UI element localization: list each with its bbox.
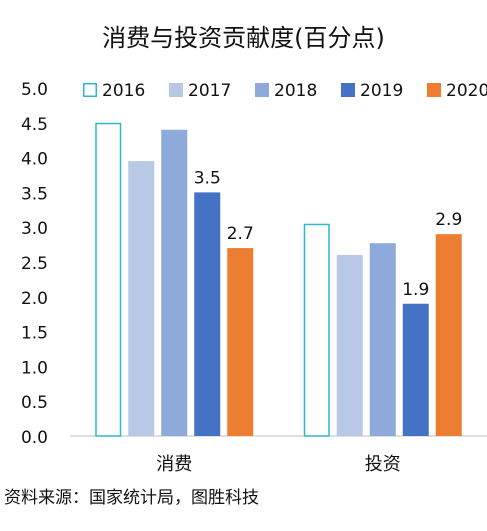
bar-2018-consumption (161, 129, 188, 436)
y-tick-label: 4.0 (21, 150, 48, 170)
bar-2017-investment (336, 255, 363, 436)
y-tick-label: 1.0 (21, 358, 48, 378)
y-tick-label: 3.0 (21, 219, 48, 239)
bar-2016-investment (303, 223, 330, 437)
data-label: 2.9 (435, 210, 462, 230)
bar-2020-investment (435, 234, 462, 436)
source-note: 资料来源：国家统计局，图胜科技 (4, 488, 259, 508)
legend-label-2019: 2019 (360, 81, 403, 101)
legend-swatch-2017 (169, 83, 183, 97)
chart-title: 消费与投资贡献度(百分点) (102, 24, 385, 52)
legend-label-2020: 2020 (446, 81, 487, 101)
data-label: 3.5 (194, 168, 221, 188)
data-label: 1.9 (402, 280, 429, 300)
legend-swatch-2020 (427, 83, 441, 97)
y-tick-label: 5.0 (21, 80, 48, 100)
y-tick-label: 4.5 (21, 115, 48, 135)
y-tick-label: 0.0 (21, 428, 48, 448)
legend-label-2018: 2018 (274, 81, 317, 101)
bar-2016-consumption (95, 122, 122, 437)
bar-2019-consumption (194, 192, 221, 436)
y-tick-label: 0.5 (21, 393, 48, 413)
bar-2019-investment (402, 303, 429, 436)
y-tick-label: 2.5 (21, 254, 48, 274)
legend-label-2017: 2017 (188, 81, 231, 101)
bar-2020-consumption (227, 248, 254, 436)
bar-2018-investment (369, 243, 396, 436)
legend-swatch-2016 (83, 83, 97, 97)
x-category-label: 投资 (365, 454, 401, 475)
legend-swatch-2019 (341, 83, 355, 97)
y-tick-label: 2.0 (21, 289, 48, 309)
legend-swatch-2018 (255, 83, 269, 97)
legend-label-2016: 2016 (102, 81, 145, 101)
bar-2017-consumption (128, 161, 155, 436)
x-category-label: 消费 (156, 454, 192, 475)
data-label: 2.7 (227, 224, 254, 244)
y-tick-label: 3.5 (21, 184, 48, 204)
y-tick-label: 1.5 (21, 324, 48, 344)
